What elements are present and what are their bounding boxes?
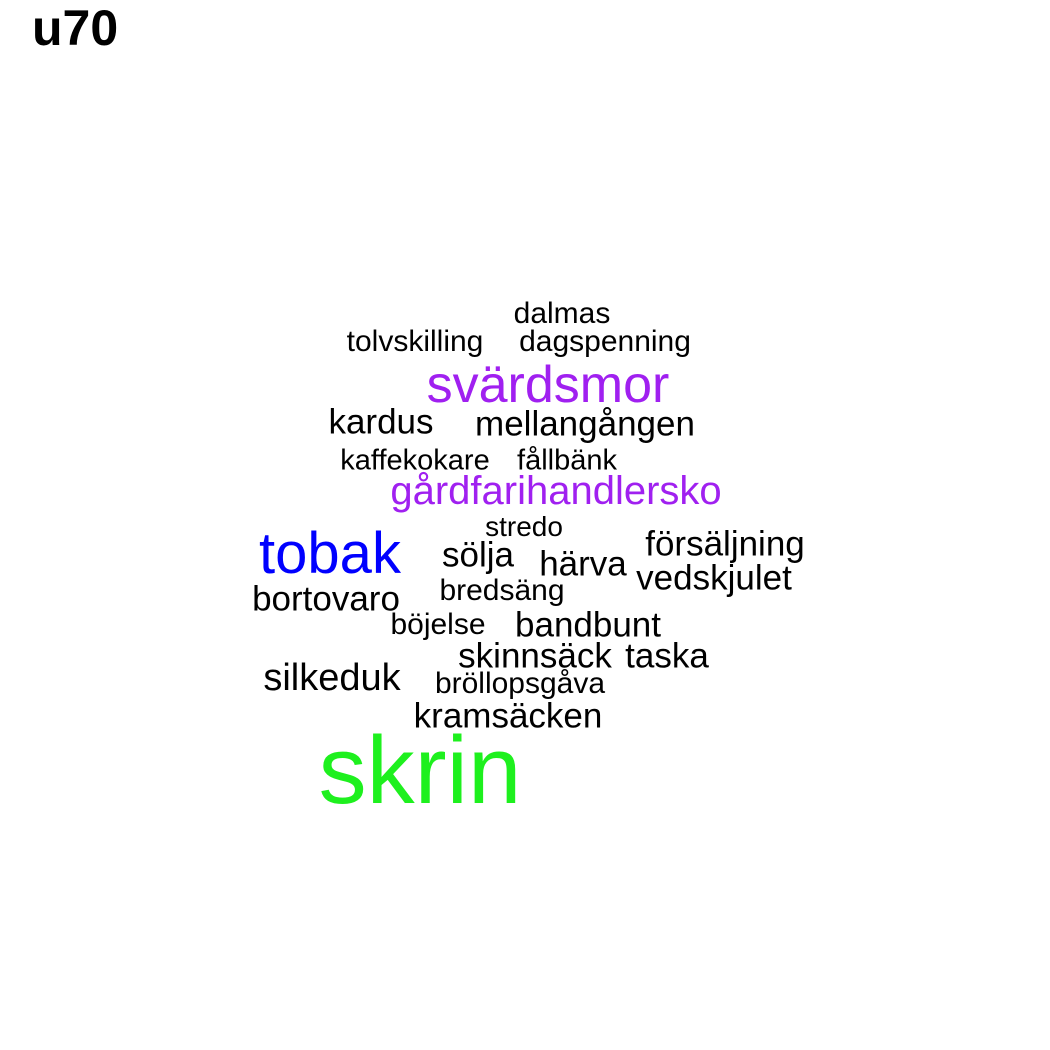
word-bortovaro: bortovaro bbox=[252, 579, 400, 619]
word-bojelse: böjelse bbox=[390, 608, 486, 641]
word-solja: sölja bbox=[442, 535, 514, 575]
word-silkeduk: silkeduk bbox=[263, 657, 401, 699]
word-tolvskilling: tolvskilling bbox=[346, 325, 484, 358]
word-taska: taska bbox=[625, 636, 709, 676]
word-kaffekokare: kaffekokare bbox=[340, 444, 490, 477]
word-harva: härva bbox=[539, 544, 627, 584]
page-title: u70 bbox=[32, 0, 119, 56]
word-skrin: skrin bbox=[318, 717, 522, 824]
word-forsaljning: försäljning bbox=[645, 524, 805, 564]
word-bandbunt: bandbunt bbox=[515, 605, 661, 645]
word-bredsang: bredsäng bbox=[439, 574, 565, 607]
word-tobak: tobak bbox=[259, 521, 401, 586]
word-mellangangen: mellangången bbox=[475, 404, 695, 444]
word-dalmas: dalmas bbox=[513, 297, 611, 330]
word-gardfarihandlersko: gårdfarihandlersko bbox=[390, 469, 722, 513]
word-vedskjulet: vedskjulet bbox=[636, 558, 792, 598]
word-dagspenning: dagspenning bbox=[519, 325, 691, 358]
word-stredo: stredo bbox=[485, 511, 563, 542]
word-skinnsack: skinnsäck bbox=[458, 636, 612, 676]
word-brollopsgava: bröllopsgåva bbox=[434, 667, 606, 700]
word-svardsmor: svärdsmor bbox=[426, 356, 670, 414]
word-kramsacken: kramsäcken bbox=[413, 696, 603, 736]
word-kardus: kardus bbox=[328, 402, 434, 442]
word-fallbank: fållbänk bbox=[517, 444, 617, 477]
